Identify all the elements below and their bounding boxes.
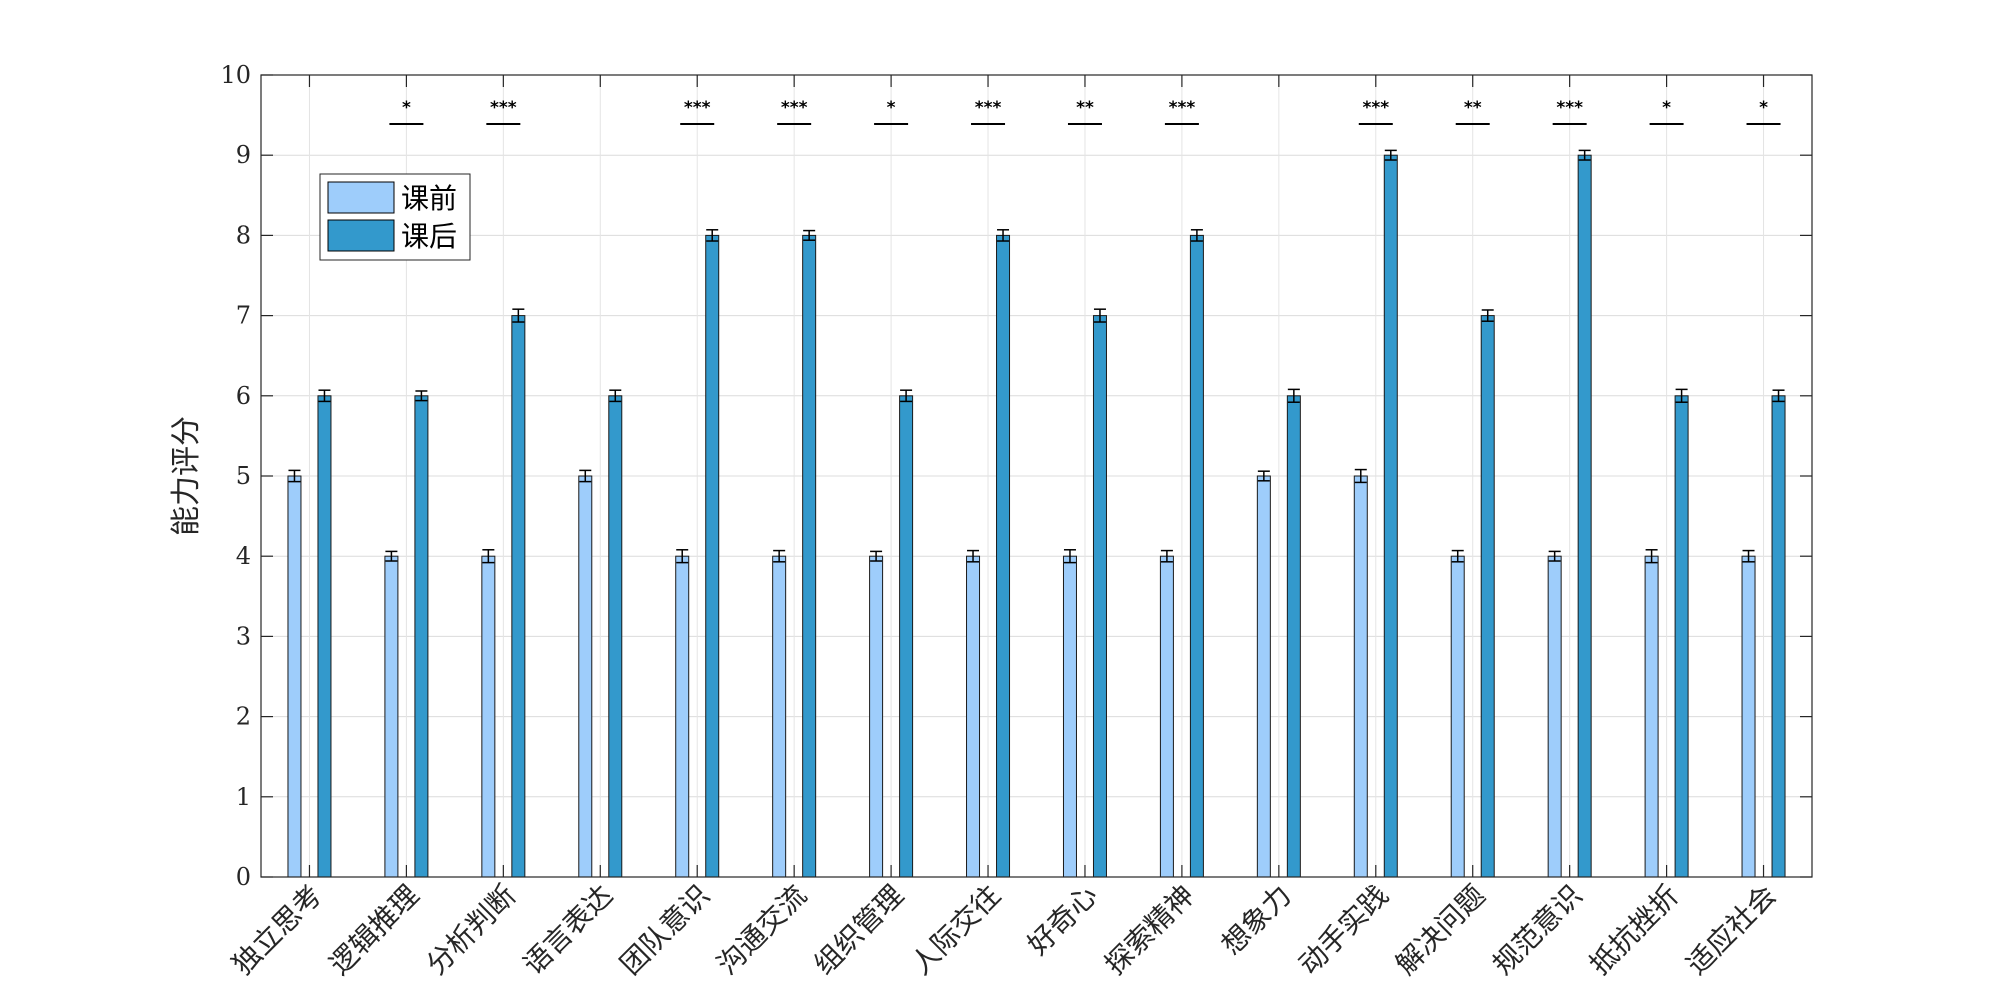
significance-markers: * *** *** *** * *** ** *** *** ** *** * * <box>389 98 1781 125</box>
bar-after <box>1286 395 1301 878</box>
significance-label: *** <box>781 98 808 118</box>
bar-after <box>608 395 623 878</box>
legend-label-before: 课前 <box>401 182 457 215</box>
bar-after <box>317 395 332 878</box>
y-tick-label: 6 <box>236 382 251 410</box>
bar-groups <box>287 149 1786 878</box>
bar-after <box>1092 315 1107 878</box>
bar-before <box>1547 555 1562 878</box>
x-tick-label: 团队意识 <box>614 879 717 982</box>
y-tick-label: 2 <box>236 703 251 731</box>
y-tick-label: 0 <box>236 863 251 891</box>
y-tick-label: 3 <box>236 622 251 650</box>
y-tick-label: 5 <box>236 462 251 490</box>
bar-after <box>1577 154 1592 878</box>
x-tick-label: 想象力 <box>1215 879 1298 962</box>
x-tick-label: 独立思考 <box>226 879 329 982</box>
significance-label: * <box>887 98 896 118</box>
significance-label: *** <box>1169 98 1196 118</box>
bar-before <box>1450 555 1465 878</box>
bar-before <box>384 555 399 878</box>
x-tick-label: 沟通交流 <box>711 879 814 982</box>
significance-label: *** <box>1362 98 1389 118</box>
x-tick-label: 规范意识 <box>1486 879 1589 982</box>
y-tick-label: 1 <box>236 783 251 811</box>
bar-before <box>675 555 690 878</box>
bar-after <box>899 395 914 878</box>
bar-before <box>1353 475 1368 878</box>
significance-label: *** <box>684 98 711 118</box>
bar-before <box>1256 475 1271 878</box>
bar-after <box>1189 234 1204 878</box>
bar-after <box>1674 395 1689 878</box>
y-tick-label: 10 <box>220 61 251 89</box>
bar-before <box>772 555 787 878</box>
bar-before <box>1741 555 1756 878</box>
y-tick-label: 8 <box>236 221 251 249</box>
significance-label: ** <box>1464 98 1482 118</box>
legend-label-after: 课后 <box>401 220 457 253</box>
bar-after <box>1480 315 1495 878</box>
significance-label: *** <box>1556 98 1583 118</box>
significance-label: * <box>1662 98 1671 118</box>
significance-label: *** <box>975 98 1002 118</box>
significance-label: *** <box>490 98 517 118</box>
x-tick-label: 逻辑推理 <box>323 879 426 982</box>
x-tick-label: 组织管理 <box>808 879 911 982</box>
x-tick-label: 好奇心 <box>1021 879 1104 962</box>
x-tick-label: 抵抗挫折 <box>1583 879 1686 982</box>
bar-before <box>481 555 496 878</box>
x-tick-label: 动手实践 <box>1292 879 1395 982</box>
x-tick-label: 人际交往 <box>904 879 1007 982</box>
x-tick-label: 语言表达 <box>517 879 620 982</box>
bar-before <box>1062 555 1077 878</box>
bar-after <box>414 395 429 878</box>
significance-label: ** <box>1076 98 1094 118</box>
significance-label: * <box>402 98 411 118</box>
y-tick-label: 9 <box>236 141 251 169</box>
legend: 课前 课后 <box>319 173 471 261</box>
y-tick-label: 4 <box>236 542 251 570</box>
x-tick-label: 适应社会 <box>1680 879 1783 982</box>
bar-after <box>1383 154 1398 878</box>
bar-after <box>802 234 817 878</box>
legend-swatch-before <box>327 181 395 214</box>
significance-label: * <box>1759 98 1768 118</box>
bar-before <box>578 475 593 878</box>
bar-before <box>1159 555 1174 878</box>
y-axis-label: 能力评分 <box>169 416 204 536</box>
x-tick-label: 解决问题 <box>1389 879 1492 982</box>
legend-swatch-after <box>327 219 395 252</box>
bar-after <box>705 234 720 878</box>
bar-after <box>996 234 1011 878</box>
bar-before <box>287 475 302 878</box>
bar-after <box>511 315 526 878</box>
x-tick-label: 分析判断 <box>420 879 523 982</box>
x-tick-label: 探索精神 <box>1098 879 1201 982</box>
bar-before <box>966 555 981 878</box>
bar-before <box>869 555 884 878</box>
y-tick-label: 7 <box>236 302 251 330</box>
bar-after <box>1771 395 1786 878</box>
bar-before <box>1644 555 1659 878</box>
